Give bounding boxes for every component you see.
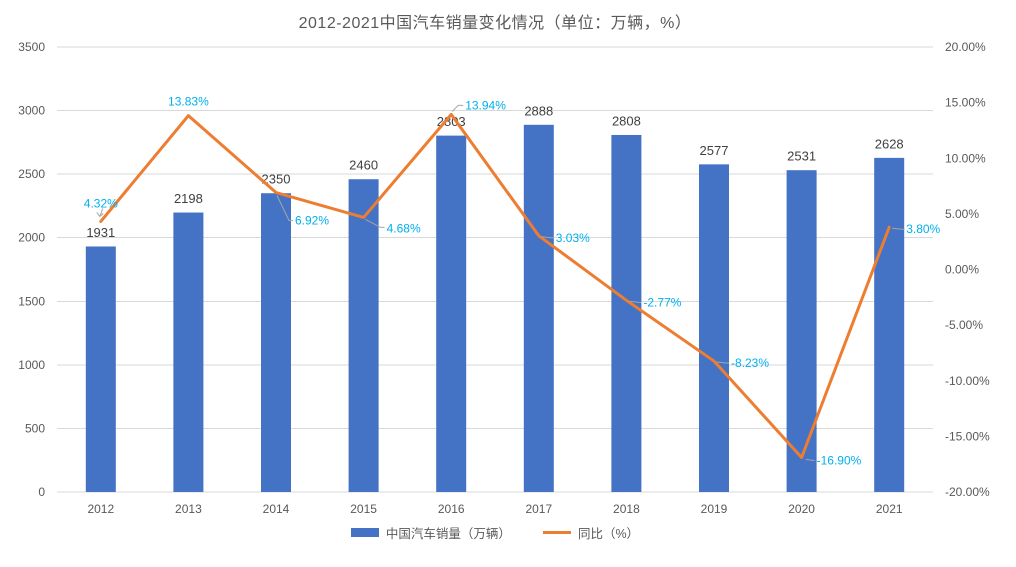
label-leader bbox=[629, 300, 642, 303]
right-axis-tick-label: -15.00% bbox=[945, 429, 990, 443]
bar bbox=[348, 179, 379, 492]
bar bbox=[786, 170, 817, 493]
label-leader bbox=[99, 208, 104, 217]
bar-series bbox=[85, 124, 905, 493]
bar-value-label: 2577 bbox=[700, 143, 729, 158]
line-data-labels: 4.32% 13.83% 6.92% 4.68% 13.94% 3.03% -2.77% -8… bbox=[84, 95, 941, 468]
line-value-label: -16.90% bbox=[817, 454, 862, 468]
left-axis-tick-label: 500 bbox=[25, 421, 45, 435]
left-axis-tick-label: 3500 bbox=[18, 40, 45, 54]
line-value-label: -2.77% bbox=[643, 295, 681, 309]
right-axis-tick-label: 0.00% bbox=[945, 263, 979, 277]
legend-item-sales: 中国汽车销量（万辆） bbox=[350, 523, 511, 542]
right-axis-tick-label: 5.00% bbox=[945, 207, 979, 221]
line-value-label: 3.80% bbox=[906, 222, 940, 236]
line-value-label: 4.32% bbox=[84, 196, 118, 210]
x-axis-tick-label: 2014 bbox=[263, 502, 290, 516]
line-value-label: -8.23% bbox=[731, 356, 769, 370]
right-axis-tick-label: 15.00% bbox=[945, 96, 986, 110]
bar bbox=[436, 135, 467, 492]
label-leader bbox=[716, 361, 729, 364]
line-value-label: 3.03% bbox=[556, 231, 590, 245]
left-axis-labels: 3500 3000 2500 2000 1500 1000 500 0 bbox=[18, 40, 45, 499]
label-leader-lines bbox=[96, 104, 905, 462]
line-value-label: 6.92% bbox=[295, 214, 329, 228]
label-leader-arrowhead-icon bbox=[96, 212, 104, 218]
legend: 中国汽车销量（万辆） 同比（%） bbox=[57, 523, 933, 542]
line-series bbox=[99, 112, 891, 460]
left-axis-tick-label: 3000 bbox=[18, 104, 45, 118]
line-value-label: 13.94% bbox=[465, 98, 506, 112]
bar-value-label: 2350 bbox=[262, 172, 291, 187]
bar-value-label: 2808 bbox=[612, 113, 641, 128]
right-axis-tick-label: 10.00% bbox=[945, 151, 986, 165]
line-value-label: 4.68% bbox=[387, 221, 421, 235]
legend-label-yoy: 同比（%） bbox=[577, 527, 640, 541]
x-axis-tick-label: 2021 bbox=[876, 502, 903, 516]
line bbox=[99, 112, 891, 460]
x-axis-tick-label: 2013 bbox=[175, 502, 202, 516]
legend-label-sales: 中国汽车销量（万辆） bbox=[385, 527, 511, 541]
left-axis-tick-label: 2500 bbox=[18, 167, 45, 181]
label-leader bbox=[892, 227, 905, 230]
bar-series-swatch-icon bbox=[350, 528, 379, 537]
x-axis-tick-label: 2016 bbox=[438, 502, 465, 516]
bar-value-label: 2460 bbox=[349, 158, 378, 173]
bar bbox=[523, 124, 554, 492]
bar-value-label: 2628 bbox=[875, 136, 904, 151]
bar bbox=[611, 134, 642, 493]
left-axis-tick-label: 1000 bbox=[18, 358, 45, 372]
left-axis-tick-label: 0 bbox=[38, 485, 45, 499]
bar bbox=[874, 157, 905, 492]
x-axis-tick-label: 2020 bbox=[788, 502, 815, 516]
left-axis-tick-label: 1500 bbox=[18, 294, 45, 308]
x-axis-labels: 2012 2013 2014 2015 2016 2017 2018 2019 2020 2021 bbox=[87, 502, 902, 516]
label-leader bbox=[541, 236, 554, 239]
bar bbox=[261, 193, 291, 492]
right-axis-tick-label: -20.00% bbox=[945, 485, 990, 499]
label-leader bbox=[805, 459, 815, 462]
right-axis-tick-label: 20.00% bbox=[945, 40, 986, 54]
line-value-label: 13.83% bbox=[168, 95, 209, 109]
x-axis-tick-label: 2015 bbox=[350, 502, 377, 516]
bar bbox=[85, 246, 116, 492]
x-axis-tick-label: 2018 bbox=[613, 502, 640, 516]
x-axis-tick-label: 2019 bbox=[701, 502, 728, 516]
left-axis-tick-label: 2000 bbox=[18, 231, 45, 245]
bar bbox=[173, 212, 204, 493]
bar bbox=[699, 164, 729, 493]
line-series-swatch-icon bbox=[542, 531, 571, 534]
x-axis-tick-label: 2017 bbox=[525, 502, 552, 516]
legend-item-yoy: 同比（%） bbox=[542, 523, 640, 542]
right-axis-tick-label: -10.00% bbox=[945, 374, 990, 388]
label-leader bbox=[276, 195, 293, 222]
right-axis-tick-label: -5.00% bbox=[945, 318, 983, 332]
bar-value-label: 2888 bbox=[524, 103, 553, 118]
right-axis-labels: 20.00% 15.00% 10.00% 5.00% 0.00% -5.00% -10.00… bbox=[945, 40, 990, 499]
bar-value-label: 2198 bbox=[174, 191, 203, 206]
bar-value-label: 2531 bbox=[787, 149, 816, 164]
label-leader bbox=[365, 218, 385, 228]
bar-value-label: 1931 bbox=[86, 225, 115, 240]
label-leader bbox=[451, 104, 464, 112]
x-axis-tick-label: 2012 bbox=[87, 502, 114, 516]
chart-title: 2012-2021中国汽车销量变化情况（单位：万辆，%） bbox=[298, 15, 692, 32]
